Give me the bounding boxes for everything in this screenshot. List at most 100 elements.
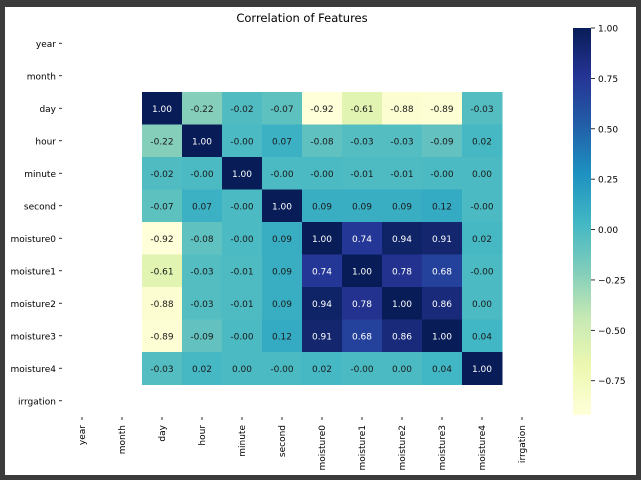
cell-value-label: 0.09 (352, 202, 372, 212)
heatmap-cell (302, 319, 343, 353)
heatmap-cell (422, 124, 463, 158)
heatmap-cell (422, 157, 463, 190)
heatmap-cell (462, 352, 503, 385)
heatmap-cell (262, 352, 303, 385)
colorbar-gradient (573, 28, 591, 415)
colorbar-tick-label: −0.75 (598, 377, 626, 387)
cell-value-label: -0.88 (390, 105, 414, 115)
cell-value-label: 1.00 (152, 105, 172, 115)
heatmap-cell (182, 352, 223, 385)
cell-value-label: 0.04 (432, 365, 452, 375)
heatmap-cell (382, 254, 423, 288)
cell-value-label: 0.94 (392, 235, 412, 245)
heatmap-cell (142, 287, 183, 320)
cell-value-label: -0.08 (310, 137, 334, 147)
heatmap-cell (422, 222, 463, 255)
heatmap-cell (182, 189, 223, 223)
heatmap-cell (262, 157, 303, 190)
heatmap-cell (222, 222, 263, 255)
cell-value-label: -0.03 (150, 365, 173, 375)
cell-value-label: 0.74 (352, 235, 372, 245)
column-label: moisture1 (358, 425, 368, 470)
cell-value-label: 0.09 (392, 202, 412, 212)
colorbar-tick-label: −0.50 (598, 327, 626, 337)
column-label: moisture4 (478, 425, 488, 471)
cell-value-label: -0.61 (150, 267, 173, 277)
cell-value-label: -0.00 (430, 170, 454, 180)
row-label: irrgation (18, 397, 56, 407)
cell-value-label: -0.01 (230, 267, 253, 277)
heatmap-cell (302, 222, 343, 255)
heatmap-cell (182, 222, 223, 255)
heatmap-cell (302, 287, 343, 320)
colorbar-tick-label: −0.25 (598, 276, 626, 286)
heatmap-cell (462, 92, 503, 125)
heatmap-cell (142, 254, 183, 288)
heatmap-cell (342, 157, 383, 190)
heatmap-cell (342, 222, 383, 255)
heatmap-cell (462, 189, 503, 223)
cell-value-label: 1.00 (432, 332, 452, 342)
heatmap-cell (222, 124, 263, 158)
heatmap-cell (182, 319, 223, 353)
heatmap-cell (342, 254, 383, 288)
heatmap-cell-labels: 1.00 -0.22 -0.02 -0.07 -0.92 -0.61 -0.88 -0.89 -… (150, 105, 494, 375)
heatmap-cell (462, 222, 503, 255)
column-label: moisture3 (438, 425, 448, 470)
cell-value-label: 0.86 (392, 332, 412, 342)
row-label: year (36, 40, 56, 50)
cell-value-label: -0.01 (390, 170, 413, 180)
heatmap-cell (342, 124, 383, 158)
cell-value-label: -0.00 (230, 332, 254, 342)
cell-value-label: 0.09 (272, 267, 292, 277)
heatmap-cell (342, 319, 383, 353)
cell-value-label: -0.89 (150, 332, 174, 342)
heatmap-cells (142, 92, 503, 385)
cell-value-label: 0.78 (392, 267, 412, 277)
colorbar-tick-label: 1.00 (598, 25, 618, 35)
heatmap-cell (302, 124, 343, 158)
cell-value-label: -0.09 (190, 332, 214, 342)
heatmap-cell (422, 254, 463, 288)
cell-value-label: -0.00 (470, 267, 494, 277)
cell-value-label: -0.00 (190, 170, 214, 180)
heatmap-cell (382, 124, 423, 158)
column-label: second (278, 425, 288, 457)
cell-value-label: -0.00 (310, 170, 334, 180)
cell-value-label: -0.02 (230, 105, 253, 115)
heatmap-cell (342, 352, 383, 385)
cell-value-label: 0.91 (312, 332, 332, 342)
cell-value-label: -0.07 (270, 105, 293, 115)
cell-value-label: 1.00 (192, 137, 212, 147)
row-label: moisture3 (11, 332, 56, 342)
heatmap-cell (382, 157, 423, 190)
row-label: minute (24, 170, 56, 180)
cell-value-label: 0.86 (432, 300, 452, 310)
row-label: day (39, 105, 56, 115)
heatmap-cell (142, 222, 183, 255)
cell-value-label: 0.02 (312, 365, 332, 375)
cell-value-label: 0.02 (472, 137, 492, 147)
cell-value-label: 0.78 (352, 300, 372, 310)
cell-value-label: 1.00 (472, 365, 492, 375)
cell-value-label: 0.12 (432, 202, 452, 212)
cell-value-label: 0.02 (472, 235, 492, 245)
column-labels: year month day hour minute second moisture0 moi… (78, 417, 528, 470)
heatmap-cell (222, 319, 263, 353)
colorbar-ticks: 1.00 0.75 0.50 0.25 0.00 −0.25 −0.50 −0.75 (591, 25, 626, 387)
cell-value-label: 0.68 (432, 267, 452, 277)
cell-value-label: -0.09 (430, 137, 454, 147)
cell-value-label: 0.68 (352, 332, 372, 342)
cell-value-label: -0.00 (230, 137, 254, 147)
cell-value-label: -0.03 (470, 105, 493, 115)
cell-value-label: -0.07 (150, 202, 173, 212)
heatmap-cell (142, 189, 183, 223)
heatmap-cell (222, 254, 263, 288)
cell-value-label: -0.00 (230, 235, 254, 245)
column-label: month (118, 425, 128, 454)
heatmap-cell (462, 287, 503, 320)
cell-value-label: 0.07 (272, 137, 292, 147)
colorbar-tick-label: 0.75 (598, 75, 618, 85)
cell-value-label: 1.00 (392, 300, 412, 310)
cell-value-label: -0.00 (270, 365, 294, 375)
